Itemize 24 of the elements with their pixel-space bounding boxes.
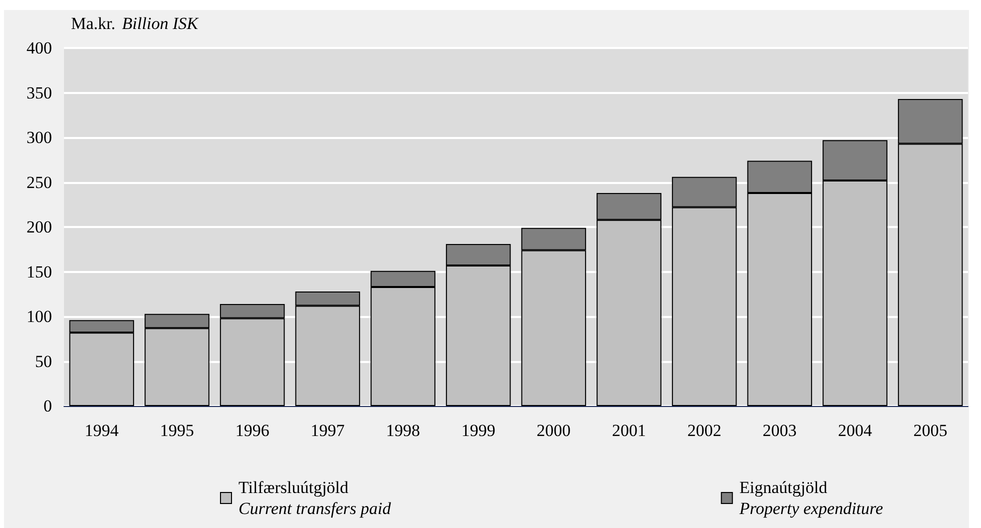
x-tick-label: 2003 xyxy=(762,421,797,440)
y-tick-label: 250 xyxy=(26,172,52,192)
x-tick-label: 2004 xyxy=(838,421,872,440)
y-tick-label: 200 xyxy=(26,218,52,236)
x-tick-label: 1999 xyxy=(461,421,496,440)
x-tick-label: 1998 xyxy=(386,421,420,440)
y-tick-label: 300 xyxy=(26,128,52,147)
y-tick-label: 50 xyxy=(35,352,52,371)
x-tick-label: 2005 xyxy=(913,421,948,440)
x-tick-label: 1995 xyxy=(160,421,194,440)
x-tick-label: 1996 xyxy=(235,421,270,440)
x-tick-label: 2002 xyxy=(687,421,722,440)
y-tick-label: 0 xyxy=(44,396,52,416)
y-axis-title: Ma.kr. Billion ISK xyxy=(71,14,200,33)
y-tick-label: 350 xyxy=(26,83,52,102)
y-tick-label: 150 xyxy=(26,262,52,282)
legend-label: Eignaútgjöld Property expenditure xyxy=(738,478,884,518)
y-tick-label: 100 xyxy=(26,307,52,326)
legend-label: Tilfærsluútgjöld Current transfers paid xyxy=(238,478,392,518)
x-tick-label: 1994 xyxy=(84,421,120,440)
y-tick-label: 400 xyxy=(26,38,52,58)
x-tick-label: 1997 xyxy=(310,421,346,440)
x-tick-label: 2000 xyxy=(536,421,571,440)
x-tick-label: 2001 xyxy=(612,421,646,440)
